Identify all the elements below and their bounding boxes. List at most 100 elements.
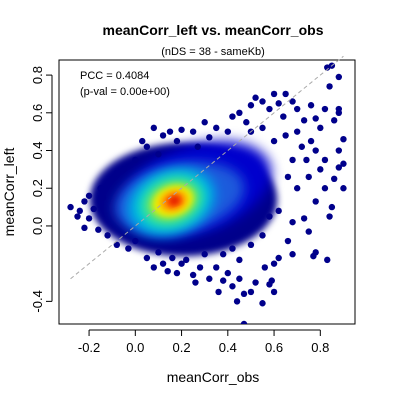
y-tick-label: 0.2 [30,179,45,197]
scatter-point [132,237,139,245]
scatter-point [252,279,259,286]
scatter-point [324,256,331,264]
scatter-point [335,164,343,171]
scatter-point [266,281,273,288]
scatter-point [104,232,111,239]
y-tick-label: 0.0 [30,217,45,235]
reference-line [70,55,344,280]
scatter-point [270,90,278,98]
scatter-point [189,128,197,135]
scatter-point [252,94,259,101]
scatter-point [298,143,306,150]
x-tick-label: 0.8 [311,340,329,355]
x-tick-label: 0.0 [126,340,144,355]
scatter-point [293,128,301,135]
scatter-point [206,134,213,141]
chart-title: meanCorr_left vs. meanCorr_obs [103,22,324,38]
scatter-point [247,288,255,296]
scatter-point [201,119,208,126]
scatter-point [340,185,347,192]
scatter-point [289,218,296,226]
plot-box [58,59,356,325]
scatter-point [321,105,329,113]
y-tick-label: 0.6 [30,104,45,122]
y-tick-label: 0.4 [30,141,45,159]
scatter-point [81,198,88,205]
density-cloud [89,140,278,257]
scatter-point [74,213,81,220]
scatter-point [90,205,97,213]
scatter-point [189,271,197,279]
scatter-point [259,98,266,105]
scatter-point [173,137,181,145]
scatter-point [335,109,343,117]
scatter-point [85,192,93,199]
scatter-point [233,298,241,305]
scatter-point [305,173,312,181]
scatter-point [229,113,236,120]
scatter-point [243,119,250,126]
scatter-point [275,207,282,215]
x-axis-label: meanCorr_obs [167,369,260,385]
scatter-point [326,213,333,220]
scatter-point [120,166,127,173]
scatter-point [219,251,227,258]
scatter-point [76,207,84,215]
scatter-point [99,194,107,201]
scatter-point [284,173,292,181]
scatter-point [113,169,121,177]
scatter-point [164,268,171,275]
scatter-point [213,264,220,271]
scatter-point [219,277,227,284]
scatter-point [266,213,273,220]
scatter-point [166,128,174,135]
scatter-point [300,117,308,124]
scatter-point [261,264,269,271]
scatter-point [194,143,201,150]
scatter-point [240,320,248,324]
scatter-point [159,260,167,267]
scatter-point [182,256,190,264]
scatter-point [259,124,266,132]
scatter-point [293,185,301,192]
scatter-point [270,288,278,296]
scatter-point [97,185,104,192]
x-tick-label: 0.6 [265,340,283,355]
scatter-point [150,264,158,271]
scatter-point [192,279,199,286]
scatter-point [159,132,167,139]
scatter-point [335,147,343,154]
scatter-point [229,283,236,290]
scatter-point [312,147,319,154]
scatter-point [206,275,213,282]
scatter-point [229,245,236,252]
scatter-point [125,245,132,252]
scatter-point [282,90,289,98]
scatter-point [312,115,319,122]
scatter-point [340,160,347,167]
scatter-point [139,137,146,145]
scatter-point [275,100,282,107]
y-axis: -0.4 0.0 0.2 0.4 0.6 0.8 [30,66,53,313]
scatter-point [289,251,296,258]
scatter-point [326,83,333,90]
scatter-point [300,215,308,222]
scatter-point [275,254,282,262]
x-axis: -0.2 0.0 0.2 0.4 0.6 0.8 [78,329,329,355]
scatter-point [270,137,278,145]
scatter-point [330,117,338,124]
x-tick-label: 0.4 [219,340,237,355]
scatter-point [289,156,296,164]
pcc-annotation: PCC = 0.4084 [80,70,149,82]
scatter-point [340,136,347,143]
scatter-point [321,156,329,164]
scatter-point [236,109,243,117]
scatter-point [317,124,324,132]
scatter-point [236,256,243,264]
scatter-point [81,224,88,232]
scatter-point [201,251,208,258]
scatter-point [259,300,266,307]
scatter-point [169,254,176,262]
scatter-point [330,175,338,182]
